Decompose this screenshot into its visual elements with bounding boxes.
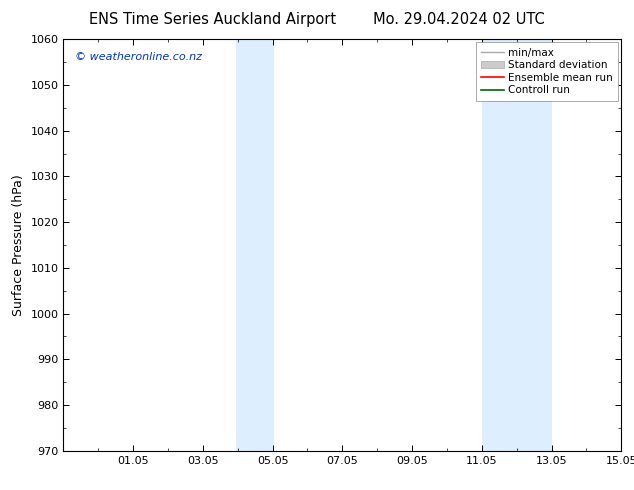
Y-axis label: Surface Pressure (hPa): Surface Pressure (hPa)	[12, 174, 25, 316]
Bar	[482, 39, 552, 451]
Text: © weatheronline.co.nz: © weatheronline.co.nz	[75, 51, 202, 62]
Text: ENS Time Series Auckland Airport        Mo. 29.04.2024 02 UTC: ENS Time Series Auckland Airport Mo. 29.…	[89, 12, 545, 27]
Legend: min/max, Standard deviation, Ensemble mean run, Controll run: min/max, Standard deviation, Ensemble me…	[476, 42, 618, 100]
Bar	[236, 39, 275, 451]
